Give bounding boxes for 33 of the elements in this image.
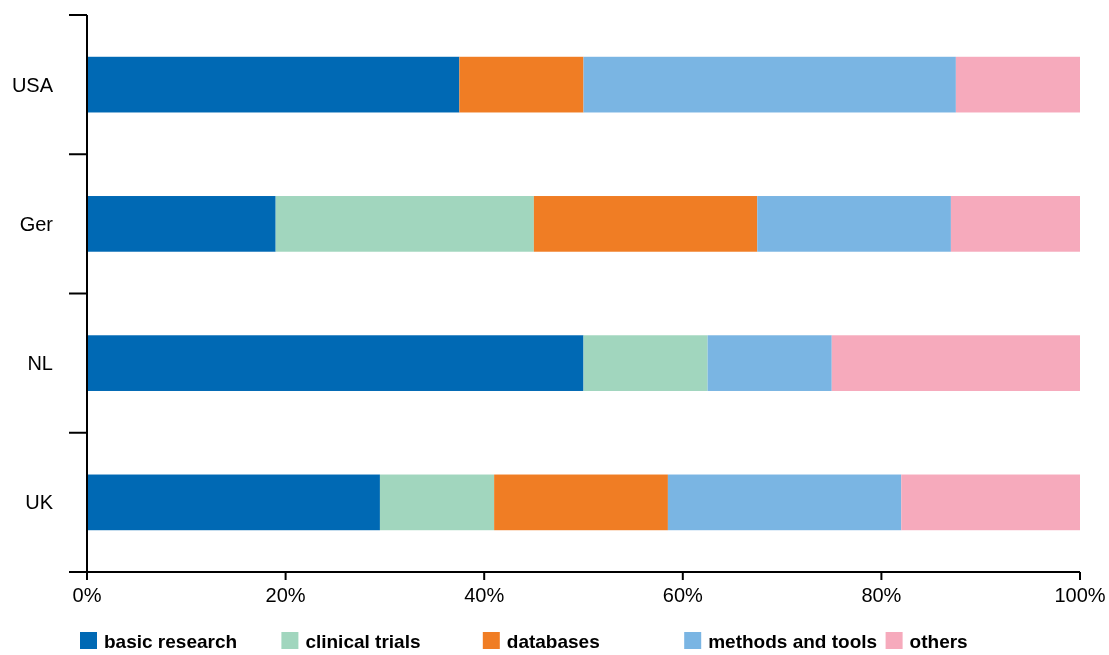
x-tick-label: 80%	[861, 584, 902, 606]
bar	[87, 56, 460, 113]
legend-label: methods and tools	[708, 630, 878, 652]
y-tick-label: UK	[25, 491, 54, 514]
bar	[583, 56, 956, 113]
x-tick-label: 100%	[1054, 584, 1106, 606]
legend-label: databases	[506, 630, 600, 652]
bar	[275, 196, 534, 252]
legend-label: clinical trials	[305, 630, 421, 652]
x-tick-label: 60%	[662, 584, 704, 606]
bar	[87, 335, 584, 391]
bar	[87, 196, 276, 252]
x-tick-label: 0%	[72, 584, 102, 606]
bar	[955, 56, 1080, 113]
x-tick-label: 20%	[265, 584, 306, 606]
bar	[87, 474, 380, 531]
y-tick-label: NL	[27, 352, 53, 375]
legend-label: others	[909, 630, 968, 652]
bar	[583, 335, 708, 391]
x-tick-label: 40%	[464, 584, 505, 606]
bar	[379, 474, 495, 531]
bar	[831, 335, 1080, 391]
y-tick-label: Ger	[19, 212, 54, 235]
bar	[757, 196, 951, 252]
y-tick-label: USA	[11, 73, 54, 96]
bar	[459, 56, 584, 113]
bar	[667, 474, 902, 531]
bar	[707, 335, 832, 391]
bar	[494, 474, 668, 531]
bar	[901, 474, 1080, 531]
legend-label: basic research	[104, 630, 238, 652]
bar	[533, 196, 758, 252]
bar	[950, 196, 1080, 252]
